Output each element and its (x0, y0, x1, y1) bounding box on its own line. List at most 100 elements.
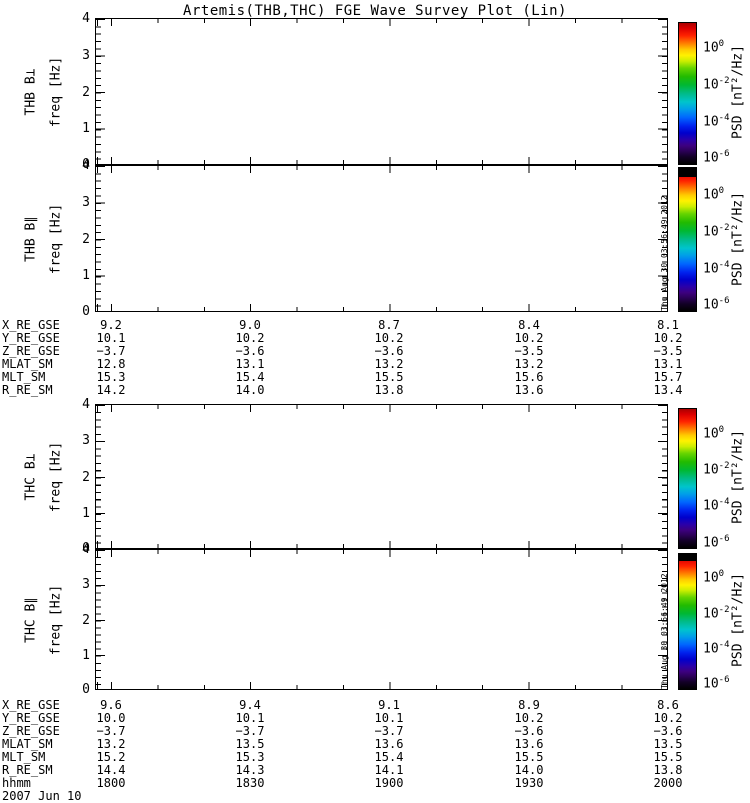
tick-exponent: -6 (718, 675, 730, 686)
cell: 10.2 (653, 711, 683, 725)
cell: 13.8 (653, 763, 683, 777)
x-tick-label: 1830 (235, 776, 265, 790)
cell: 13.2 (514, 357, 544, 371)
y-tick-label: 1 (82, 505, 90, 521)
row-label: MLAT_SM (2, 737, 53, 751)
y-major-ticks (96, 166, 105, 311)
x-major-ticks (96, 550, 667, 557)
y-tick-label: 0 (82, 541, 90, 556)
tick-exponent: -2 (718, 75, 730, 86)
plot-area (95, 165, 668, 312)
y-tick-label: 2 (82, 231, 90, 247)
colorbar-tick-label: 10-4 (703, 638, 730, 656)
y-major-ticks (96, 19, 105, 164)
tick-base: 10 (703, 224, 719, 240)
cell: 13.1 (235, 357, 265, 371)
date-label: 2007 Jun 10 (2, 789, 82, 803)
tick-exponent: -6 (718, 149, 730, 160)
tick-base: 10 (703, 570, 719, 586)
panel-thb-bperp: THB B⊥ freq [Hz] 4 3 2 1 0 100 10-2 10-4… (0, 12, 750, 171)
panel-label: THB B⊥ (23, 68, 39, 115)
colorbar-top-cap (679, 554, 696, 561)
table-row: X_RE_GSE 9.6 9.4 9.1 8.9 8.6 (0, 699, 750, 711)
y-major-ticks (658, 405, 667, 548)
cell: 14.4 (96, 763, 126, 777)
colorbar (678, 22, 697, 165)
cell: 9.4 (239, 698, 261, 712)
row-label: R_RE_SM (2, 383, 53, 397)
plot-area (95, 18, 668, 165)
cell: 14.0 (514, 763, 544, 777)
y-tick-label: 0 (82, 157, 90, 172)
table-row: MLAT_SM 13.2 13.5 13.6 13.6 13.5 (0, 738, 750, 750)
colorbar-unit-label: PSD [nT²/Hz] (730, 191, 746, 286)
tick-exponent: -2 (718, 604, 730, 615)
colorbar (678, 167, 697, 312)
colorbar-unit-label: PSD [nT²/Hz] (730, 572, 746, 667)
cell: 10.1 (374, 711, 404, 725)
row-label: MLAT_SM (2, 357, 53, 371)
tick-base: 10 (703, 462, 719, 478)
y-tick-label: 2 (82, 84, 90, 100)
cell: −3.7 (96, 344, 126, 358)
x-major-ticks (96, 405, 667, 412)
row-label: Y_RE_GSE (2, 331, 60, 345)
y-tick-label: 2 (82, 469, 90, 485)
ephemeris-table-thb: X_RE_GSE 9.2 9.0 8.7 8.4 8.1 Y_RE_GSE 10… (0, 319, 750, 401)
row-label: MLT_SM (2, 750, 46, 764)
tick-base: 10 (703, 113, 719, 129)
ephemeris-table-thc: X_RE_GSE 9.6 9.4 9.1 8.9 8.6 Y_RE_GSE 10… (0, 699, 750, 803)
colorbar-tick-label: 10-6 (703, 147, 730, 165)
tick-exponent: -2 (718, 461, 730, 472)
cell: 10.2 (514, 711, 544, 725)
y-tick-label: 3 (82, 577, 90, 593)
colorbar-tick-label: 10-6 (703, 673, 730, 691)
creation-timestamp: Thu Aug 30 03:56:49 2012 (660, 195, 669, 311)
cell: −3.6 (374, 344, 404, 358)
row-label: Z_RE_GSE (2, 724, 60, 738)
panel-thc-bpar: THC B∥ freq [Hz] 4 3 2 1 0 Thu Aug 30 03… (0, 543, 750, 696)
tick-base: 10 (703, 40, 719, 56)
cell: 15.7 (653, 370, 683, 384)
table-row: Y_RE_GSE 10.1 10.2 10.2 10.2 10.2 (0, 332, 750, 344)
colorbar-tick-label: 10-6 (703, 532, 730, 550)
cell: 15.4 (374, 750, 404, 764)
cell: 15.3 (96, 370, 126, 384)
panel-label: THC B⊥ (23, 453, 39, 500)
table-row: R_RE_SM 14.2 14.0 13.8 13.6 13.4 (0, 384, 750, 396)
y-tick-label: 1 (82, 268, 90, 284)
cell: 8.4 (518, 318, 540, 332)
tick-exponent: 0 (718, 424, 725, 435)
colorbar-tick-label: 100 (703, 423, 725, 441)
y-tick-label: 3 (82, 47, 90, 63)
y-major-ticks (658, 19, 667, 164)
panel-label: THC B∥ (23, 596, 39, 643)
x-tick-label: 2000 (653, 776, 683, 790)
cell: 15.3 (235, 750, 265, 764)
y-tick-label: 4 (82, 11, 90, 26)
cell: −3.6 (514, 724, 544, 738)
colorbar-unit-label: PSD [nT²/Hz] (730, 429, 746, 524)
page-title: Artemis(THB,THC) FGE Wave Survey Plot (L… (183, 3, 567, 19)
colorbar-unit-label: PSD [nT²/Hz] (730, 44, 746, 139)
y-tick-label: 4 (82, 542, 90, 557)
cell: 13.2 (96, 737, 126, 751)
row-label: R_RE_SM (2, 763, 53, 777)
plot-area (95, 549, 668, 690)
tick-exponent: 0 (718, 569, 725, 580)
tick-exponent: -4 (718, 497, 730, 508)
cell: 10.2 (235, 331, 265, 345)
cell: 10.1 (235, 711, 265, 725)
x-tick-label: 1900 (374, 776, 404, 790)
colorbar-tick-label: 10-2 (703, 459, 730, 478)
colorbar-tick-label: 10-4 (703, 258, 730, 276)
tick-exponent: -4 (718, 112, 730, 123)
x-major-ticks (96, 157, 667, 164)
cell: −3.5 (514, 344, 544, 358)
cell: 15.5 (653, 750, 683, 764)
cell: 10.0 (96, 711, 126, 725)
colorbar (678, 408, 697, 549)
row-label: X_RE_GSE (2, 698, 60, 712)
tick-base: 10 (703, 498, 719, 514)
